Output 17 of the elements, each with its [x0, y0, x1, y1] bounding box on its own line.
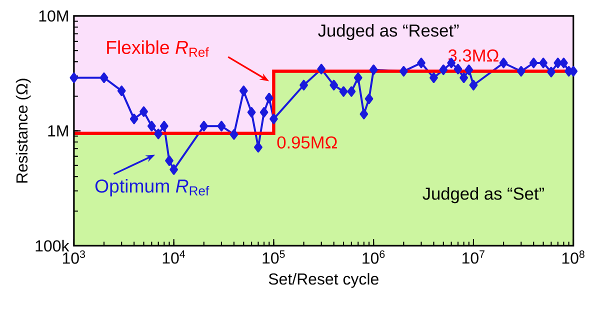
x-tick-label: 10$^{4}$ — [162, 250, 186, 264]
x-tick-label: 10$^{6}$ — [362, 250, 385, 264]
annotation: Judged as “Set” — [422, 187, 544, 204]
annotation: 0.95MΩ — [277, 136, 337, 149]
x-tick-label: 10$^{8}$ — [562, 250, 584, 264]
y-tick-label: 10M — [39, 10, 68, 22]
x-tick-label: 10$^{7}$ — [462, 250, 484, 264]
y-tick-label: 100k — [36, 240, 70, 252]
text: Flexible R$_{Ref}$ — [107, 40, 209, 58]
x-tick-label: 10$^{5}$ — [262, 250, 285, 264]
y-tick-label: 1M — [48, 126, 68, 137]
annotation: Judged as “Reset” — [318, 24, 459, 40]
y-axis-title: Resistance (Ω) — [16, 78, 31, 183]
legend-label: Optimum R$_{Ref}$ — [95, 179, 210, 197]
annotation: 3.3MΩ — [448, 50, 498, 62]
x-axis-title: Set/Reset cycle — [268, 273, 378, 288]
x-tick-label: 10$^{3}$ — [62, 250, 85, 264]
